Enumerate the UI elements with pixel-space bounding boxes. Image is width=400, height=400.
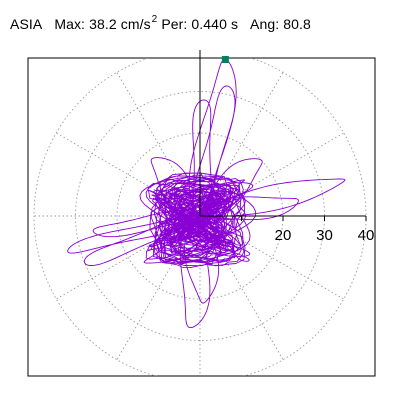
angle-label: Ang: [250, 16, 280, 32]
period-value: 0.440 s [191, 16, 239, 32]
angle-value: 80.8 [283, 16, 311, 32]
plot-frame [27, 57, 376, 377]
max-unit: cm/s [120, 16, 151, 32]
axis-layer: 20 30 40 [199, 50, 375, 244]
period-label: Per: [161, 16, 188, 32]
x-tick-label-30: 30 [316, 227, 333, 244]
x-tick-label-20: 20 [275, 227, 292, 244]
max-value: 38.2 [89, 16, 117, 32]
chart-header: ASIA Max: 38.2 cm/s2 Per: 0.440 s Ang: 80.… [10, 14, 311, 32]
max-unit-exponent: 2 [151, 14, 158, 25]
peak-marker [221, 56, 229, 64]
trace-line [67, 59, 346, 329]
max-label: Max: [54, 16, 86, 32]
trace-layer [67, 59, 346, 329]
x-tick-label-40: 40 [358, 227, 375, 244]
station-name: ASIA [10, 16, 43, 32]
